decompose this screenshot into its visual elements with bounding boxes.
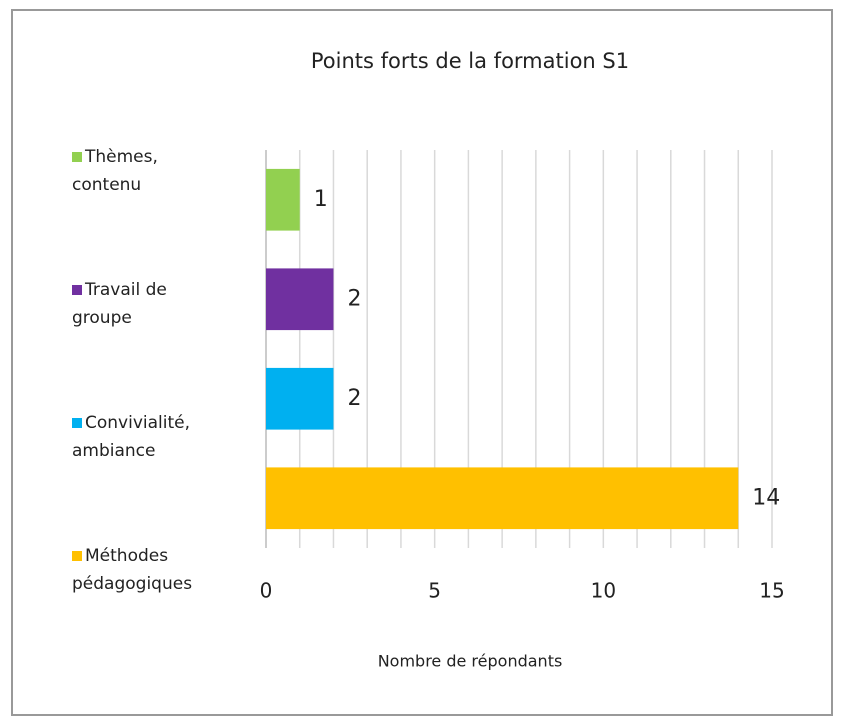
x-tick-label: 10 xyxy=(591,579,616,603)
legend-swatch xyxy=(72,418,82,428)
legend-item: Thèmes, contenu xyxy=(72,143,222,199)
bar xyxy=(266,168,300,231)
legend-item: Travail de groupe xyxy=(72,276,222,332)
chart-title: Points forts de la formation S1 xyxy=(311,49,629,73)
value-label: 2 xyxy=(347,286,361,311)
x-tick-label: 5 xyxy=(428,579,441,603)
legend-swatch xyxy=(72,152,82,162)
frame xyxy=(11,9,833,716)
legend-item: Méthodes pédagogiques xyxy=(72,542,222,598)
legend-label: Thèmes, contenu xyxy=(72,147,158,195)
bar xyxy=(266,467,739,530)
legend-label: Convivialité, ambiance xyxy=(72,413,191,461)
bar xyxy=(266,268,334,331)
x-tick-label: 0 xyxy=(260,579,273,603)
x-axis-title: Nombre de répondants xyxy=(378,652,563,671)
legend-swatch xyxy=(72,285,82,295)
bar xyxy=(266,367,334,430)
value-label: 2 xyxy=(347,386,361,411)
legend-swatch xyxy=(72,551,82,561)
legend-item: Convivialité, ambiance xyxy=(72,409,222,465)
x-tick-label: 15 xyxy=(759,579,784,603)
legend-label: Méthodes pédagogiques xyxy=(72,546,193,594)
value-label: 1 xyxy=(314,187,328,212)
legend-label: Travail de groupe xyxy=(72,280,167,328)
value-label: 14 xyxy=(752,485,780,510)
